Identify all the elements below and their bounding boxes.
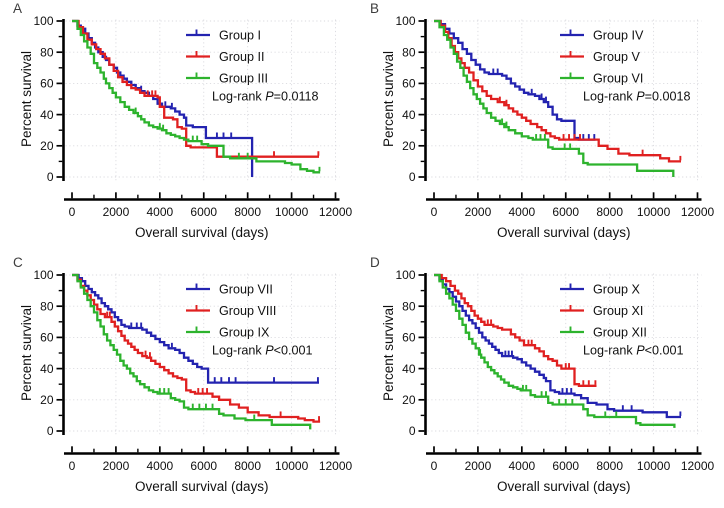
log-rank-annotation: Log-rank P<0.001: [583, 344, 684, 358]
x-tick-label: 8000: [596, 459, 623, 473]
x-tick-label: 0: [431, 205, 438, 219]
y-tick-label: 0: [47, 170, 54, 184]
x-tick-label: 2000: [103, 205, 130, 219]
x-tick-label: 0: [431, 459, 438, 473]
x-tick-label: 0: [69, 205, 76, 219]
y-tick-label: 40: [402, 362, 416, 376]
x-tick-label: 0: [69, 459, 76, 473]
legend-label: Group III: [219, 71, 268, 85]
y-axis-title: Percent survival: [19, 51, 34, 147]
km-curve-group-ix: [72, 273, 312, 430]
log-rank-annotation: Log-rank P<0.001: [212, 344, 313, 358]
y-tick-label: 40: [40, 362, 54, 376]
x-axis-title: Overall survival (days): [497, 479, 631, 494]
panel-letter-b: B: [370, 1, 380, 16]
y-axis-title: Percent survival: [19, 305, 34, 401]
x-tick-label: 10000: [637, 459, 671, 473]
y-tick-label: 0: [409, 424, 416, 438]
legend-label: Group X: [593, 282, 641, 296]
km-curve-group-xii: [434, 273, 676, 428]
y-tick-label: 80: [40, 299, 54, 313]
x-tick-label: 10000: [275, 205, 309, 219]
km-curve-group-iv: [434, 19, 596, 141]
x-tick-label: 8000: [234, 459, 261, 473]
legend-label: Group I: [219, 28, 261, 42]
km-chart-d: 0 20 40 60 80 100 0 2000 4000 6000 8000 10000 12000 O…: [381, 268, 715, 494]
y-tick-label: 40: [402, 108, 416, 122]
y-tick-label: 60: [40, 331, 54, 345]
x-tick-label: 12000: [319, 205, 353, 219]
x-tick-label: 10000: [275, 459, 309, 473]
y-tick-label: 20: [40, 139, 54, 153]
x-tick-label: 6000: [552, 459, 579, 473]
km-curve-group-xi: [434, 273, 597, 387]
log-rank-annotation: Log-rank P=0.0018: [583, 90, 691, 104]
km-curve-group-vii: [72, 273, 319, 384]
y-tick-label: 60: [402, 77, 416, 91]
km-chart-c: 0 20 40 60 80 100 0 2000 4000 6000 8000 10000 12000 O…: [19, 268, 353, 494]
y-tick-label: 80: [40, 45, 54, 59]
km-curve-group-iii: [72, 19, 321, 174]
x-tick-label: 6000: [190, 205, 217, 219]
panel-a: A 0 20 40 60 80 100 0 2000 4000 6000 8000 10000 1200…: [0, 0, 362, 254]
legend-label: Group XII: [593, 325, 647, 339]
y-tick-label: 100: [395, 14, 415, 28]
x-tick-label: 10000: [637, 205, 671, 219]
km-curve-group-viii: [72, 273, 321, 423]
x-tick-label: 2000: [465, 459, 492, 473]
x-tick-label: 6000: [190, 459, 217, 473]
x-tick-label: 4000: [508, 205, 535, 219]
y-tick-label: 100: [33, 14, 53, 28]
km-curve-group-vi: [434, 19, 675, 177]
panel-letter-d: D: [370, 255, 380, 270]
panel-b: B 0 20 40 60 80 100 0 2000 4000 6000 8000 10000 1200…: [362, 0, 724, 254]
x-tick-label: 4000: [508, 459, 535, 473]
y-tick-label: 20: [40, 393, 54, 407]
x-tick-label: 12000: [319, 459, 353, 473]
x-tick-label: 6000: [552, 205, 579, 219]
km-chart-b: 0 20 40 60 80 100 0 2000 4000 6000 8000 10000 12000 O…: [381, 14, 715, 240]
y-tick-label: 100: [33, 268, 53, 282]
x-tick-label: 8000: [234, 205, 261, 219]
panel-c: C 0 20 40 60 80 100 0 2000 4000 6000 8000 10000 1200…: [0, 254, 362, 508]
x-axis-title: Overall survival (days): [135, 479, 269, 494]
x-tick-label: 8000: [596, 205, 623, 219]
legend-label: Group II: [219, 50, 265, 64]
legend-label: Group IX: [219, 325, 270, 339]
y-tick-label: 20: [402, 393, 416, 407]
log-rank-annotation: Log-rank P=0.0118: [212, 90, 319, 104]
x-tick-label: 4000: [146, 205, 173, 219]
panel-d: D 0 20 40 60 80 100 0 2000 4000 6000 8000 10000 1200…: [362, 254, 724, 508]
legend-label: Group XI: [593, 304, 643, 318]
x-axis-title: Overall survival (days): [135, 225, 269, 240]
x-axis-title: Overall survival (days): [497, 225, 631, 240]
legend-label: Group VI: [593, 71, 643, 85]
x-tick-label: 2000: [465, 205, 492, 219]
y-tick-label: 100: [395, 268, 415, 282]
legend-label: Group VIII: [219, 304, 276, 318]
legend-label: Group V: [593, 50, 641, 64]
y-tick-label: 20: [402, 139, 416, 153]
km-chart-a: 0 20 40 60 80 100 0 2000 4000 6000 8000 10000 12000 O…: [19, 14, 353, 240]
x-tick-label: 4000: [146, 459, 173, 473]
x-tick-label: 2000: [103, 459, 130, 473]
y-tick-label: 60: [402, 331, 416, 345]
y-tick-label: 0: [409, 170, 416, 184]
y-tick-label: 0: [47, 424, 54, 438]
y-tick-label: 60: [40, 77, 54, 91]
y-axis-title: Percent survival: [381, 305, 396, 401]
panel-letter-c: C: [13, 255, 23, 270]
legend-label: Group VII: [219, 282, 273, 296]
km-curve-group-ii: [72, 19, 319, 158]
y-tick-label: 40: [40, 108, 54, 122]
x-tick-label: 12000: [681, 459, 715, 473]
y-axis-title: Percent survival: [381, 51, 396, 147]
panel-letter-a: A: [13, 1, 23, 16]
km-curve-group-x: [434, 273, 681, 419]
y-tick-label: 80: [402, 299, 416, 313]
x-tick-label: 12000: [681, 205, 715, 219]
legend-label: Group IV: [593, 28, 644, 42]
y-tick-label: 80: [402, 45, 416, 59]
